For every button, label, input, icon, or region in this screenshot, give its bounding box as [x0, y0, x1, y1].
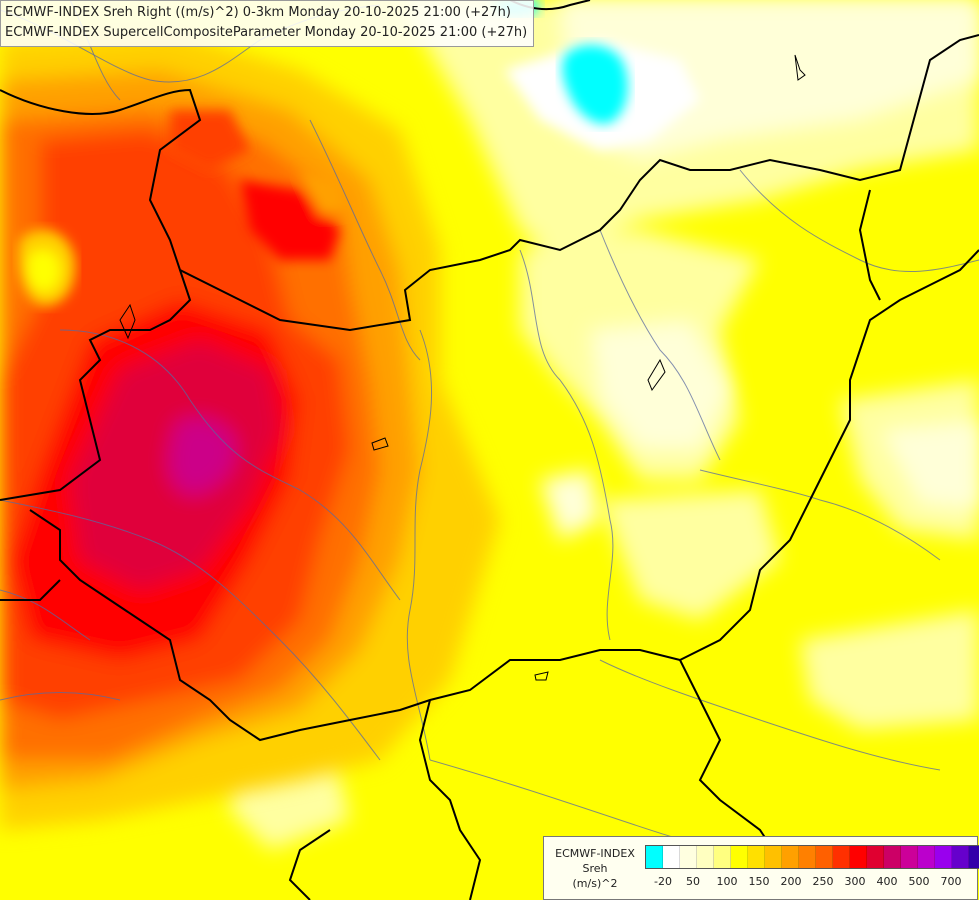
legend-swatch [901, 846, 918, 868]
legend-tick-labels: -20 50 100 150 200 250 300 400 500 700 [645, 875, 967, 889]
legend-label: ECMWF-INDEX Sreh (m/s)^2 [550, 846, 640, 891]
legend-color-bar [645, 845, 979, 869]
legend-swatch [850, 846, 867, 868]
legend-swatch [765, 846, 782, 868]
negative-helicity-zone [562, 44, 628, 124]
legend-swatch [731, 846, 748, 868]
legend-swatch [867, 846, 884, 868]
local-minimum-west [18, 229, 76, 306]
legend-tick: 250 [812, 875, 834, 888]
legend-tick: 150 [748, 875, 770, 888]
legend-tick: 300 [844, 875, 866, 888]
legend-swatch [816, 846, 833, 868]
legend-variable: Sreh [582, 862, 608, 875]
legend-swatch [663, 846, 680, 868]
legend-swatch [646, 846, 663, 868]
legend-tick: 200 [780, 875, 802, 888]
map-title: ECMWF-INDEX Sreh Right ((m/s)^2) 0-3km M… [0, 0, 535, 47]
lakes [119, 54, 806, 681]
legend-tick: 50 [686, 875, 700, 888]
legend-swatch [884, 846, 901, 868]
title-line-2: ECMWF-INDEX SupercellCompositeParameter … [5, 25, 528, 40]
legend-swatch [918, 846, 935, 868]
rivers [0, 0, 979, 861]
legend-swatch [935, 846, 952, 868]
legend-source: ECMWF-INDEX [555, 847, 635, 860]
secondary-core [170, 110, 350, 260]
legend-tick: 400 [876, 875, 898, 888]
legend-swatch [697, 846, 714, 868]
legend-tick: 700 [940, 875, 962, 888]
legend-swatch [969, 846, 979, 868]
title-line-1: ECMWF-INDEX Sreh Right ((m/s)^2) 0-3km M… [5, 5, 511, 20]
legend-swatch [833, 846, 850, 868]
legend-swatch [952, 846, 969, 868]
legend-swatch [680, 846, 697, 868]
color-legend: ECMWF-INDEX Sreh (m/s)^2 -20 50 100 150 200 2… [543, 836, 979, 900]
legend-swatch [714, 846, 731, 868]
legend-unit: (m/s)^2 [572, 877, 618, 890]
legend-swatch [748, 846, 765, 868]
legend-tick: 500 [908, 875, 930, 888]
legend-swatch [782, 846, 799, 868]
legend-swatch [799, 846, 816, 868]
legend-tick: -20 [654, 875, 672, 888]
legend-tick: 100 [716, 875, 738, 888]
